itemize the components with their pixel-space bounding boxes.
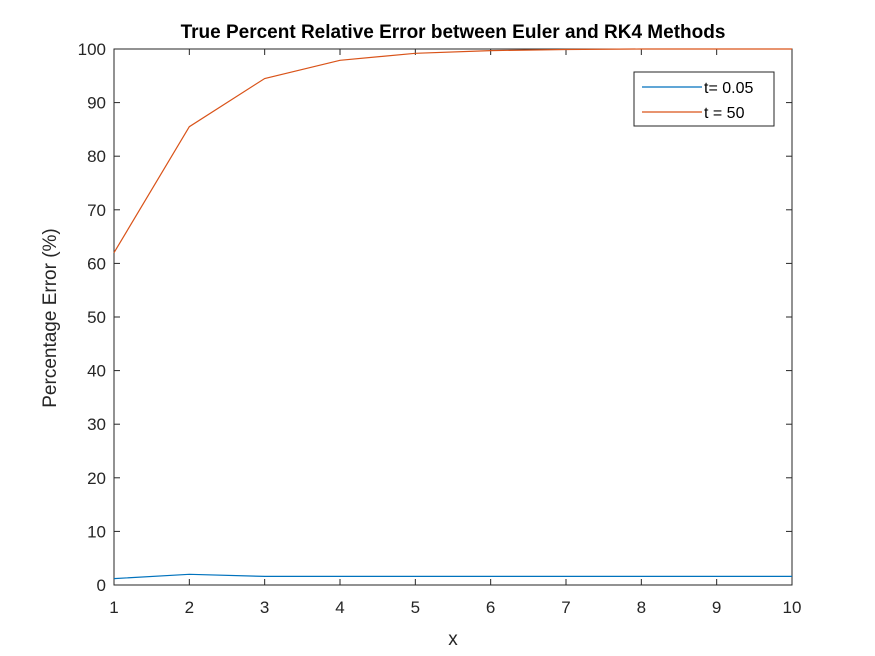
legend-box: [633, 71, 775, 127]
x-axis-label: x: [448, 629, 458, 650]
x-tick-label: 6: [486, 598, 495, 617]
legend-label-2: t = 50: [704, 105, 745, 122]
y-tick-label: 10: [87, 522, 106, 541]
x-tick-label: 10: [783, 598, 802, 617]
legend: t= 0.05 t = 50: [633, 71, 775, 127]
x-tick-label: 1: [109, 598, 118, 617]
y-tick-label: 30: [87, 415, 106, 434]
y-tick-label: 50: [87, 308, 106, 327]
y-tick-label: 60: [87, 254, 106, 273]
chart-title: True Percent Relative Error between Eule…: [181, 22, 726, 43]
x-tick-label: 8: [637, 598, 646, 617]
legend-label-1: t= 0.05: [704, 80, 753, 97]
series-line-2: [113, 48, 792, 254]
y-axis-label: Percentage Error (%): [40, 228, 61, 408]
y-tick-label: 0: [97, 576, 106, 595]
y-tick-label: 90: [87, 94, 106, 113]
x-tick-label: 9: [712, 598, 721, 617]
series-line-1: [113, 573, 792, 580]
y-tick-label: 20: [87, 469, 106, 488]
x-tick-label: 2: [185, 598, 194, 617]
axes-box: [113, 48, 793, 586]
x-tick-label: 4: [335, 598, 344, 617]
y-tick-label: 80: [87, 147, 106, 166]
y-tick-label: 40: [87, 362, 106, 381]
x-tick-label: 3: [260, 598, 269, 617]
y-tick-label: 70: [87, 201, 106, 220]
x-tick-label: 7: [561, 598, 570, 617]
y-tick-label: 100: [78, 40, 106, 59]
x-tick-label: 5: [411, 598, 420, 617]
